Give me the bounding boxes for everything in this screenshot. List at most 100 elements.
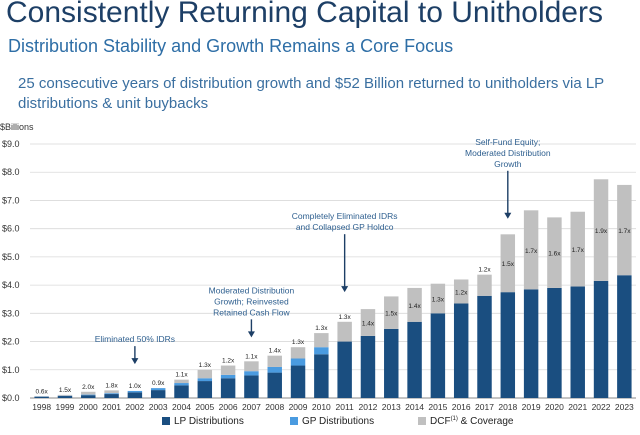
bar-lp bbox=[127, 392, 143, 398]
bar-lp bbox=[337, 341, 352, 398]
bar-lp bbox=[430, 313, 446, 398]
x-tick-label: 2017 bbox=[475, 402, 494, 412]
bar-lp bbox=[220, 378, 236, 398]
bar-lp bbox=[81, 395, 96, 398]
bar-lp bbox=[174, 385, 189, 398]
bar-lp bbox=[57, 396, 73, 398]
x-tick-label: 2019 bbox=[522, 402, 541, 412]
legend-swatch bbox=[290, 417, 298, 425]
coverage-label: 1.7x bbox=[572, 247, 585, 254]
bar-dcf bbox=[314, 333, 329, 348]
bar-dcf bbox=[500, 234, 516, 293]
coverage-label: 1.3x bbox=[315, 325, 328, 332]
annotation-arrowhead bbox=[504, 212, 512, 219]
y-tick-label: $3.0 bbox=[2, 308, 20, 318]
bar-gp bbox=[150, 388, 166, 391]
bar-gp bbox=[267, 366, 282, 373]
x-tick-label: 2000 bbox=[79, 402, 98, 412]
coverage-label: 1.7x bbox=[618, 228, 631, 235]
bar-dcf bbox=[244, 361, 259, 372]
x-tick-label: 2014 bbox=[405, 402, 424, 412]
bar-dcf bbox=[360, 309, 376, 336]
y-tick-label: $1.0 bbox=[2, 365, 20, 375]
bar-dcf bbox=[523, 210, 539, 290]
legend-label: DCF(1) & Coverage bbox=[430, 416, 514, 427]
x-tick-label: 2022 bbox=[592, 402, 611, 412]
bar-dcf bbox=[570, 211, 585, 287]
coverage-label: 1.2x bbox=[222, 358, 235, 365]
bar-lp bbox=[547, 287, 562, 398]
annotation-arrowhead bbox=[131, 358, 139, 365]
bar-lp bbox=[500, 292, 516, 398]
bar-lp bbox=[593, 280, 609, 398]
coverage-label: 1.6x bbox=[548, 251, 561, 258]
page-title: Consistently Returning Capital to Unitho… bbox=[6, 0, 603, 29]
y-tick-label: $5.0 bbox=[2, 252, 20, 262]
coverage-label: 1.2x bbox=[455, 289, 468, 296]
x-tick-label: 2008 bbox=[265, 402, 284, 412]
distribution-chart: $Billions $0.0 $1.0 $2.0 $3.0 $4.0 $5.0 $6.0 $7.… bbox=[0, 122, 636, 427]
annotation-text: Retained Cash Flow bbox=[213, 307, 290, 317]
bar-gp bbox=[290, 358, 306, 366]
coverage-label: 1.2x bbox=[478, 267, 491, 274]
x-tick-label: 2003 bbox=[149, 402, 168, 412]
y-tick-label: $6.0 bbox=[2, 224, 20, 234]
bar-lp bbox=[453, 303, 469, 398]
bar-lp bbox=[197, 381, 213, 398]
bar-dcf bbox=[547, 217, 562, 288]
x-tick-label: 2001 bbox=[102, 402, 121, 412]
bar-lp bbox=[267, 372, 282, 398]
x-tick-label: 2016 bbox=[452, 402, 471, 412]
y-tick-label: $2.0 bbox=[2, 337, 20, 347]
annotation-arrowhead bbox=[247, 331, 255, 338]
coverage-label: 1.4x bbox=[362, 321, 375, 328]
coverage-label: 1.3x bbox=[432, 297, 445, 304]
bar-dcf bbox=[81, 391, 96, 395]
legend-swatch bbox=[418, 417, 426, 425]
annotation-text: Completely Eliminated IDRs bbox=[292, 211, 398, 221]
bar-lp bbox=[244, 375, 259, 398]
bar-dcf bbox=[337, 321, 352, 342]
bar-lp bbox=[290, 365, 306, 398]
coverage-label: 0.6x bbox=[36, 389, 49, 396]
coverage-label: 1.9x bbox=[595, 228, 608, 235]
coverage-label: 1.4x bbox=[269, 348, 282, 355]
bar-lp bbox=[104, 394, 119, 398]
bar-lp bbox=[523, 289, 539, 398]
coverage-label: 1.7x bbox=[525, 248, 538, 255]
bar-gp bbox=[104, 393, 119, 395]
bar-gp bbox=[174, 383, 189, 386]
page-subtitle: Distribution Stability and Growth Remain… bbox=[8, 36, 454, 56]
x-tick-label: 1999 bbox=[56, 402, 75, 412]
bar-lp bbox=[384, 328, 399, 398]
bar-dcf bbox=[290, 347, 306, 359]
bar-dcf bbox=[477, 274, 492, 296]
bar-gp bbox=[220, 374, 236, 379]
coverage-label: 1.5x bbox=[385, 311, 398, 318]
bar-gp bbox=[244, 371, 259, 376]
bar-gp bbox=[314, 347, 329, 355]
bar-gp bbox=[197, 378, 213, 382]
bar-dcf bbox=[593, 179, 609, 281]
x-tick-label: 2007 bbox=[242, 402, 261, 412]
bar-dcf bbox=[407, 287, 422, 322]
x-tick-label: 2023 bbox=[615, 402, 634, 412]
y-axis-label: $Billions bbox=[0, 122, 34, 132]
bar-dcf bbox=[384, 296, 399, 329]
y-tick-label: $8.0 bbox=[2, 167, 20, 177]
y-tick-label: $9.0 bbox=[2, 139, 20, 149]
coverage-label: 1.0x bbox=[129, 383, 142, 390]
x-tick-label: 2009 bbox=[289, 402, 308, 412]
y-tick-label: $4.0 bbox=[2, 280, 20, 290]
bar-lp bbox=[570, 286, 585, 398]
coverage-label: 1.4x bbox=[408, 303, 421, 310]
coverage-label: 1.5x bbox=[59, 387, 72, 394]
x-tick-label: 2012 bbox=[359, 402, 378, 412]
coverage-label: 1.8x bbox=[105, 382, 118, 389]
annotation-text: Moderated Distribution bbox=[465, 148, 551, 158]
bar-lp bbox=[617, 275, 632, 398]
bar-dcf bbox=[267, 355, 282, 367]
legend-swatch bbox=[162, 417, 170, 425]
coverage-label: 1.1x bbox=[245, 353, 258, 360]
summary-text: 25 consecutive years of distribution gro… bbox=[18, 75, 604, 112]
